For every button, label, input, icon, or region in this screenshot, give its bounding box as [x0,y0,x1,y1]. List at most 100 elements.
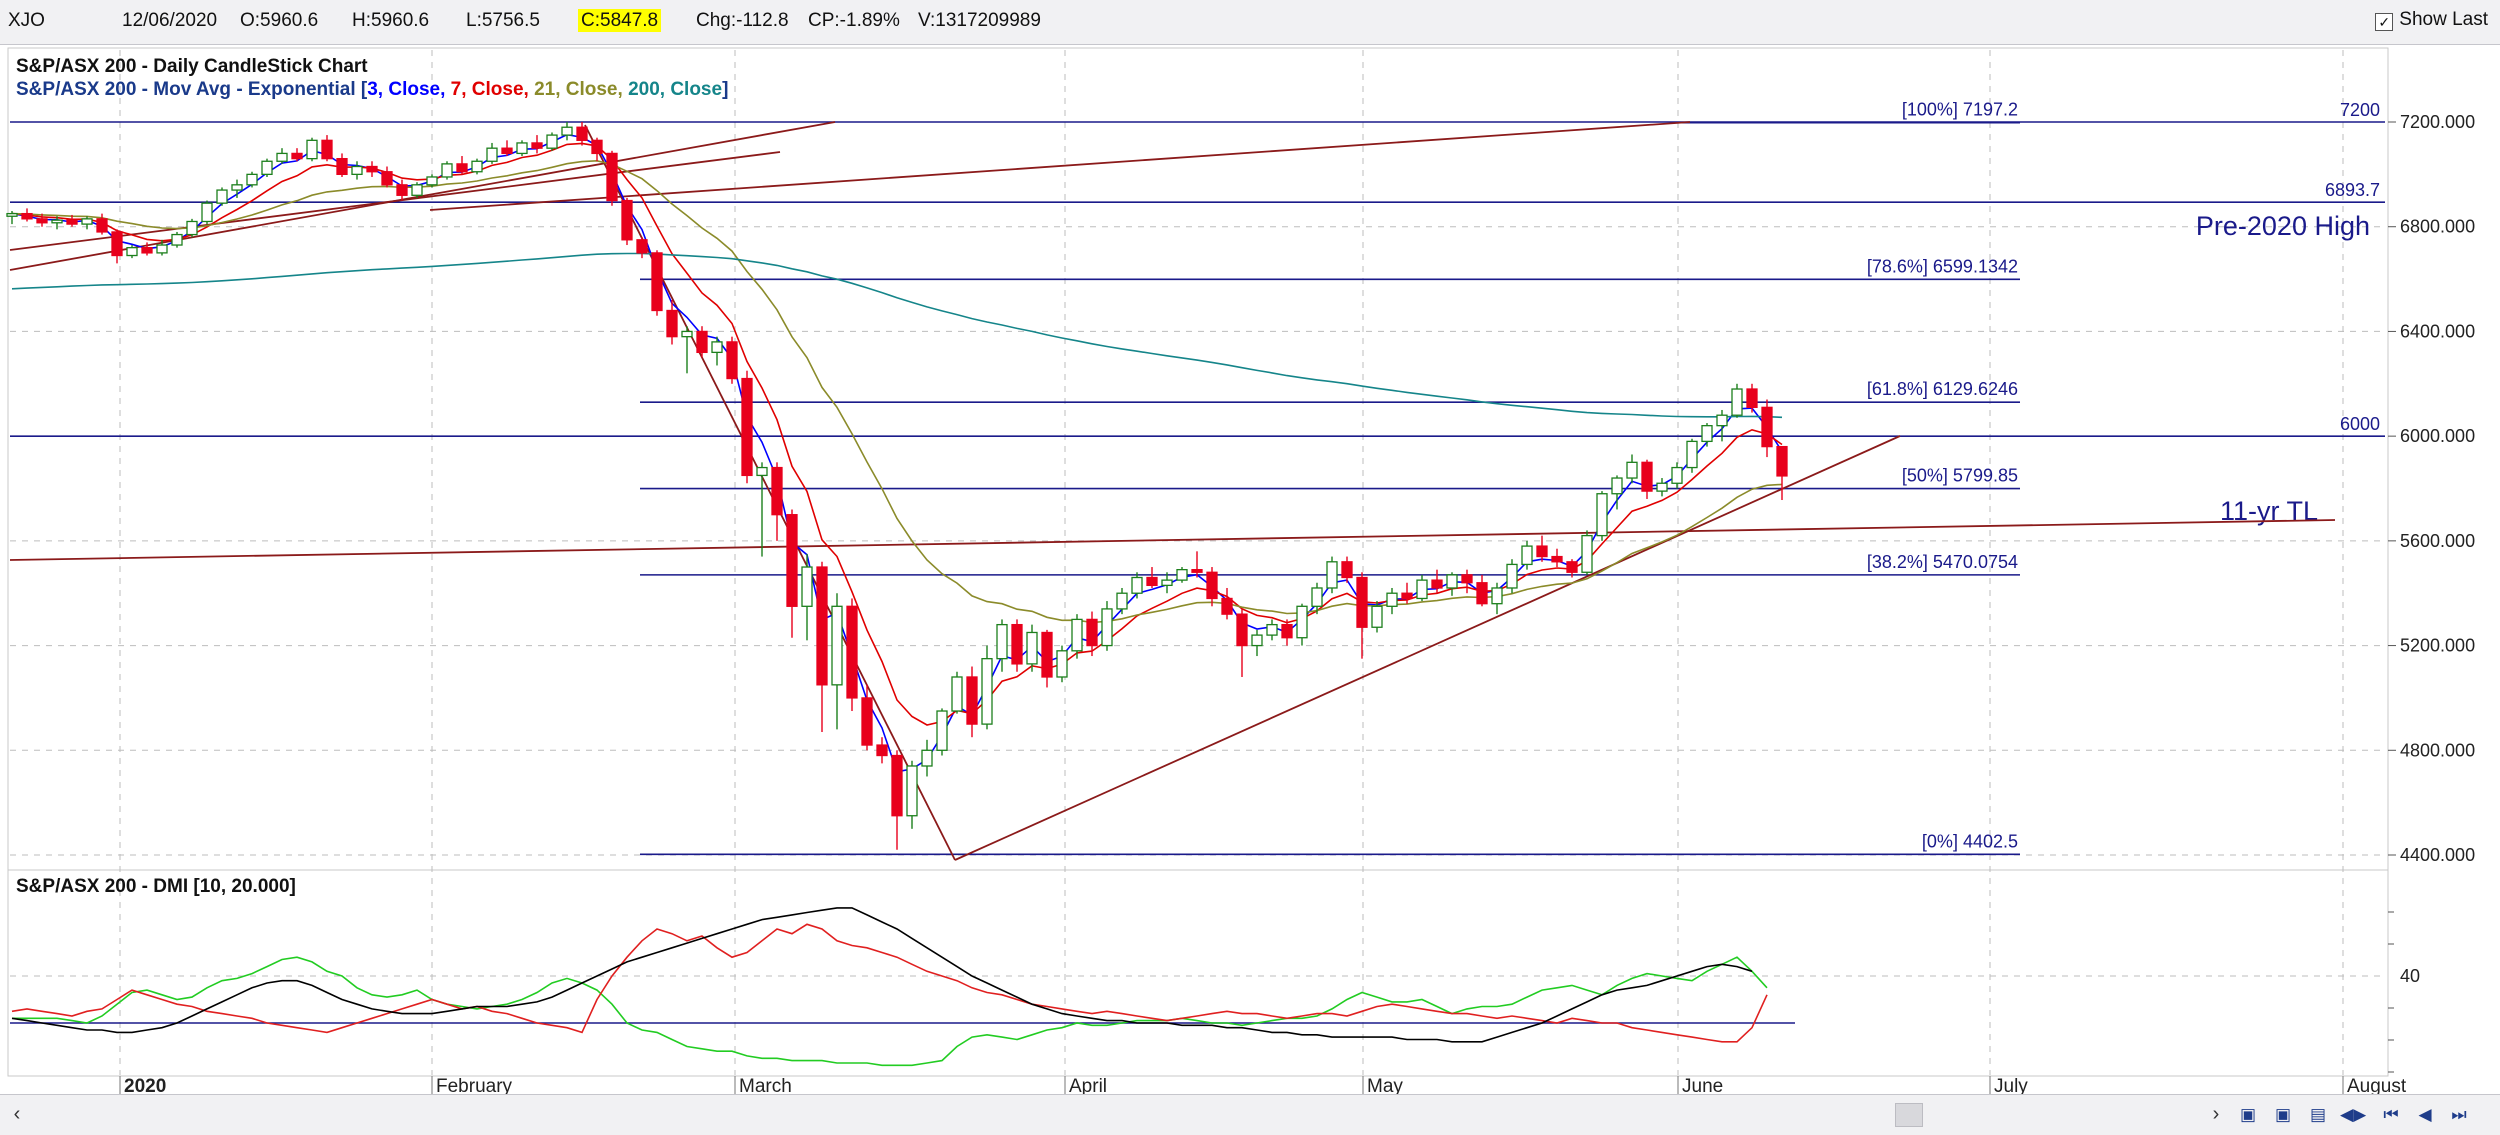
candle-body [1746,388,1758,408]
candle-body [1086,618,1098,647]
candle-body [141,247,153,254]
candle-body [396,184,408,196]
chart-titles: S&P/ASX 200 - Daily CandleStick ChartS&P… [16,56,728,897]
price-axis: 7200.000 6800.000 6400.000 6000.000 5600.000… [2388,112,2475,865]
candle-body [1776,445,1788,477]
candle-body [1551,555,1563,563]
show-last-checkbox[interactable]: ✓ [2375,13,2394,31]
candle-body [261,160,273,176]
y-tick-label: 4400.000 [2400,845,2475,865]
candle-body [1221,597,1233,615]
candle-body [1011,623,1023,665]
candle-body [831,605,843,686]
candle-body [1326,561,1338,589]
x-tick-label: 2020 [124,1076,166,1094]
candle-body [1116,592,1128,610]
candle-body [1716,414,1728,427]
horizontal-scrollbar[interactable]: ‹ › ▣ ▣ ▤ ◀▶ ⏮ ◀ ⏭ [0,1094,2500,1135]
candle-body [1701,425,1713,443]
scroll-left-icon[interactable]: ‹ [13,1103,21,1125]
moving-average-legend: S&P/ASX 200 - Mov Avg - Exponential [3, … [16,79,728,100]
x-tick-label: July [1994,1076,2028,1094]
first-page-icon[interactable]: ⏮ [2383,1105,2399,1124]
fib-level-label: [61.8%] 6129.6246 [1867,379,2018,399]
candle-body [1401,592,1413,600]
candle-body [441,163,453,178]
high-value: H:5960.6 [352,10,430,31]
candle-body [1251,634,1263,647]
candle-body [201,202,213,223]
zoom-out-icon[interactable]: ▣ [2239,1105,2257,1124]
candle-body [486,147,498,162]
adx-line [11,907,1753,1043]
candle-body [1641,461,1653,492]
candle-body [1506,563,1518,589]
candle-body [1176,569,1188,581]
candle-body [546,134,558,149]
candle-body [771,466,783,516]
candle-body [891,754,903,817]
dmi-chart-title: S&P/ASX 200 - DMI [10, 20.000] [16,876,296,897]
end-icon[interactable]: ⏭ [2451,1105,2467,1124]
x-tick-label: February [436,1076,513,1094]
price-panel-frame [7,47,2389,871]
candle-body [1236,613,1248,647]
trend-line [9,151,781,251]
candle-body [741,377,753,477]
candle-body [501,147,513,155]
ema-200-line [11,252,1783,419]
candle-body [1281,623,1293,639]
candle-body [756,466,768,477]
dmi-minus-line [11,923,1768,1043]
candle-body [216,189,228,204]
candle-body [231,184,243,191]
candle-body [1341,561,1353,579]
y-tick-label: 6000.000 [2400,426,2475,446]
candle-body [1146,576,1158,587]
close-value: C:5847.8 [578,9,662,32]
symbol-label: XJO [8,10,45,31]
chart-canvas[interactable]: 7200 6893.7 6000 [100%] 7197.2 [78.6%] 6599.… [0,0,2500,1094]
change-value: Chg:-112.8 [696,10,789,31]
show-last-toggle[interactable]: ✓ Show Last [2375,9,2488,31]
candle-body [1731,388,1743,416]
x-tick-label: April [1069,1076,1107,1094]
candle-body [1071,618,1083,652]
candle-body [36,218,48,224]
scrollbar-thumb[interactable] [1895,1103,1923,1127]
fib-level-label: [0%] 4402.5 [1922,831,2018,851]
open-value: O:5960.6 [240,10,319,31]
level-label: 7200 [2340,100,2380,120]
previous-page-icon[interactable]: ◀ [2418,1105,2432,1124]
candle-body [186,220,198,236]
grid-lines [10,50,2385,1075]
candle-body [291,152,303,160]
x-tick-label: March [739,1076,792,1094]
candle-body [846,605,858,699]
candle-body [1266,623,1278,636]
candle-body [1476,582,1488,605]
candle-body [1491,587,1503,605]
candle-body [786,514,798,607]
y-tick-label: 7200.000 [2400,112,2475,132]
candle-body [576,126,588,141]
candle-body [321,139,333,160]
candle-body [171,233,183,246]
scroll-right-icon[interactable]: › [2212,1103,2220,1125]
candle-body [1461,574,1473,584]
candle-body [1581,534,1593,573]
zoom-in-icon[interactable]: ▣ [2274,1105,2292,1124]
candle-body [621,199,633,241]
y-tick-label: 5200.000 [2400,636,2475,656]
candle-body [126,247,138,257]
candle-body [456,163,468,173]
pan-both-icon[interactable]: ◀▶ [2340,1105,2367,1124]
candle-body [816,566,828,686]
candle-body [351,165,363,176]
candle-body [21,212,33,220]
candle-body [276,152,288,162]
candlestick-series [6,122,1788,850]
fit-icon[interactable]: ▤ [2309,1105,2327,1124]
candle-body [426,176,438,186]
level-label: 6000 [2340,414,2380,434]
